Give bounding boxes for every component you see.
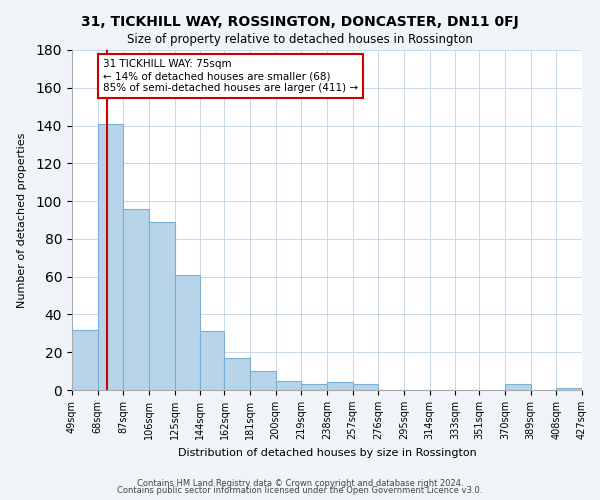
Bar [224, 358, 250, 390]
Y-axis label: Number of detached properties: Number of detached properties [17, 132, 28, 308]
Bar [556, 388, 582, 390]
Bar [72, 330, 98, 390]
Bar [505, 384, 531, 390]
Bar [327, 382, 353, 390]
X-axis label: Distribution of detached houses by size in Rossington: Distribution of detached houses by size … [178, 448, 476, 458]
Bar [149, 222, 175, 390]
Bar [582, 386, 600, 390]
Bar [175, 275, 200, 390]
Bar [353, 384, 378, 390]
Bar [200, 332, 224, 390]
Text: 31, TICKHILL WAY, ROSSINGTON, DONCASTER, DN11 0FJ: 31, TICKHILL WAY, ROSSINGTON, DONCASTER,… [81, 15, 519, 29]
Text: Size of property relative to detached houses in Rossington: Size of property relative to detached ho… [127, 32, 473, 46]
Bar [250, 371, 276, 390]
Text: Contains HM Land Registry data © Crown copyright and database right 2024.: Contains HM Land Registry data © Crown c… [137, 478, 463, 488]
Text: 31 TICKHILL WAY: 75sqm
← 14% of detached houses are smaller (68)
85% of semi-det: 31 TICKHILL WAY: 75sqm ← 14% of detached… [103, 60, 358, 92]
Bar [301, 384, 327, 390]
Text: Contains public sector information licensed under the Open Government Licence v3: Contains public sector information licen… [118, 486, 482, 495]
Bar [98, 124, 123, 390]
Bar [123, 208, 149, 390]
Bar [276, 380, 301, 390]
